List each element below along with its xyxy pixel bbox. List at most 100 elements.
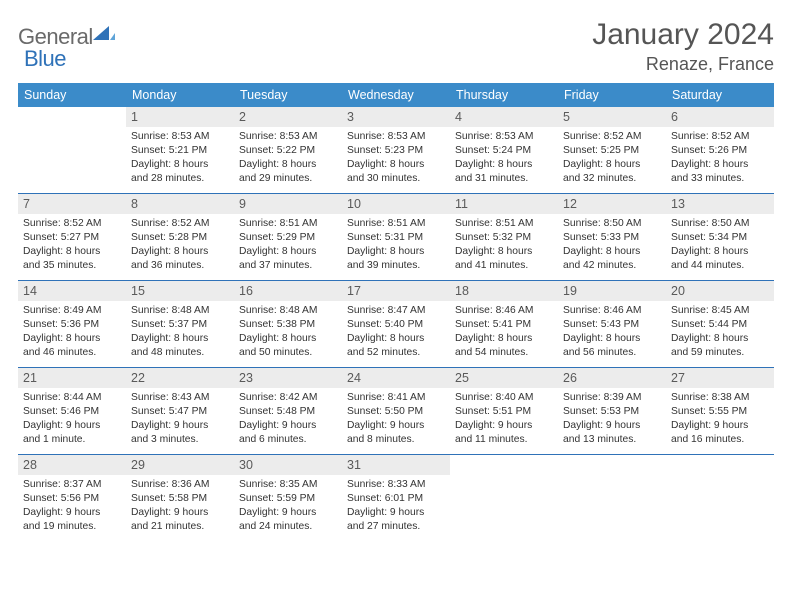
day-info-line: Daylight: 9 hours	[563, 419, 661, 433]
day-number: 2	[234, 107, 342, 127]
day-info-line: Sunrise: 8:33 AM	[347, 478, 445, 492]
calendar: SundayMondayTuesdayWednesdayThursdayFrid…	[18, 83, 774, 541]
day-cell: 3Sunrise: 8:53 AMSunset: 5:23 PMDaylight…	[342, 107, 450, 193]
day-info-line: Daylight: 8 hours	[23, 245, 121, 259]
day-number: 17	[342, 281, 450, 301]
weekday-header-row: SundayMondayTuesdayWednesdayThursdayFrid…	[18, 83, 774, 107]
day-cell: 25Sunrise: 8:40 AMSunset: 5:51 PMDayligh…	[450, 368, 558, 454]
day-info-line: Sunset: 5:33 PM	[563, 231, 661, 245]
day-info: Sunrise: 8:35 AMSunset: 5:59 PMDaylight:…	[234, 478, 342, 534]
day-number: 21	[18, 368, 126, 388]
day-info-line: and 32 minutes.	[563, 172, 661, 186]
day-info-line: Daylight: 9 hours	[131, 506, 229, 520]
day-cell: 12Sunrise: 8:50 AMSunset: 5:33 PMDayligh…	[558, 194, 666, 280]
day-info-line: Daylight: 8 hours	[671, 245, 769, 259]
day-info-line: Sunrise: 8:52 AM	[131, 217, 229, 231]
day-cell: 20Sunrise: 8:45 AMSunset: 5:44 PMDayligh…	[666, 281, 774, 367]
day-info-line: and 35 minutes.	[23, 259, 121, 273]
day-cell: 15Sunrise: 8:48 AMSunset: 5:37 PMDayligh…	[126, 281, 234, 367]
day-info-line: Daylight: 8 hours	[131, 245, 229, 259]
day-info: Sunrise: 8:52 AMSunset: 5:27 PMDaylight:…	[18, 217, 126, 273]
day-info-line: Daylight: 9 hours	[131, 419, 229, 433]
day-info-line: Daylight: 8 hours	[671, 332, 769, 346]
day-cell: 31Sunrise: 8:33 AMSunset: 6:01 PMDayligh…	[342, 455, 450, 541]
day-cell: 5 Sunrise: 8:52 AMSunset: 5:25 PMDaylight…	[558, 107, 666, 193]
day-info-line: Daylight: 9 hours	[347, 506, 445, 520]
day-info-line: Sunrise: 8:49 AM	[23, 304, 121, 318]
day-number: 5	[558, 107, 666, 127]
location-label: Renaze, France	[592, 54, 774, 75]
day-info-line: Sunrise: 8:46 AM	[563, 304, 661, 318]
day-info-line: and 41 minutes.	[455, 259, 553, 273]
day-info-line: and 46 minutes.	[23, 346, 121, 360]
weekday-header: Sunday	[18, 83, 126, 107]
title-block: January 2024 Renaze, France	[592, 18, 774, 75]
day-info-line: Daylight: 8 hours	[347, 245, 445, 259]
day-info-line: and 19 minutes.	[23, 520, 121, 534]
day-info-line: Sunset: 5:46 PM	[23, 405, 121, 419]
day-number: 20	[666, 281, 774, 301]
day-info-line: Daylight: 8 hours	[131, 158, 229, 172]
day-info: Sunrise: 8:52 AMSunset: 5:28 PMDaylight:…	[126, 217, 234, 273]
day-info: Sunrise: 8:48 AMSunset: 5:37 PMDaylight:…	[126, 304, 234, 360]
day-info-line: Sunset: 5:25 PM	[563, 144, 661, 158]
day-number: 4	[450, 107, 558, 127]
day-cell	[558, 455, 666, 541]
day-cell: 14Sunrise: 8:49 AMSunset: 5:36 PMDayligh…	[18, 281, 126, 367]
day-info: Sunrise: 8:51 AMSunset: 5:29 PMDaylight:…	[234, 217, 342, 273]
day-info-line: Daylight: 8 hours	[563, 332, 661, 346]
day-info: Sunrise: 8:36 AMSunset: 5:58 PMDaylight:…	[126, 478, 234, 534]
day-info-line: Sunrise: 8:51 AM	[455, 217, 553, 231]
day-info: Sunrise: 8:38 AMSunset: 5:55 PMDaylight:…	[666, 391, 774, 447]
day-cell: 9Sunrise: 8:51 AMSunset: 5:29 PMDaylight…	[234, 194, 342, 280]
weekday-header: Tuesday	[234, 83, 342, 107]
day-info-line: and 27 minutes.	[347, 520, 445, 534]
day-info-line: Sunrise: 8:43 AM	[131, 391, 229, 405]
day-info: Sunrise: 8:52 AMSunset: 5:25 PMDaylight:…	[558, 130, 666, 186]
day-info: Sunrise: 8:50 AMSunset: 5:33 PMDaylight:…	[558, 217, 666, 273]
day-cell: 29Sunrise: 8:36 AMSunset: 5:58 PMDayligh…	[126, 455, 234, 541]
week-row: 1Sunrise: 8:53 AMSunset: 5:21 PMDaylight…	[18, 107, 774, 194]
day-info-line: Sunrise: 8:52 AM	[671, 130, 769, 144]
day-info-line: Daylight: 8 hours	[23, 332, 121, 346]
day-info-line: Sunset: 5:37 PM	[131, 318, 229, 332]
day-info-line: and 21 minutes.	[131, 520, 229, 534]
day-info-line: Sunrise: 8:46 AM	[455, 304, 553, 318]
day-info-line: Daylight: 9 hours	[455, 419, 553, 433]
day-info-line: and 3 minutes.	[131, 433, 229, 447]
day-info-line: and 52 minutes.	[347, 346, 445, 360]
day-number: 7	[18, 194, 126, 214]
header: General January 2024 Renaze, France	[18, 18, 774, 75]
day-info-line: and 8 minutes.	[347, 433, 445, 447]
day-info-line: Daylight: 9 hours	[23, 419, 121, 433]
day-info-line: and 24 minutes.	[239, 520, 337, 534]
day-info-line: Sunrise: 8:36 AM	[131, 478, 229, 492]
day-info-line: and 16 minutes.	[671, 433, 769, 447]
day-info-line: and 33 minutes.	[671, 172, 769, 186]
week-row: 28Sunrise: 8:37 AMSunset: 5:56 PMDayligh…	[18, 455, 774, 541]
day-info-line: Sunrise: 8:50 AM	[563, 217, 661, 231]
day-info-line: Sunset: 5:28 PM	[131, 231, 229, 245]
weekday-header: Friday	[558, 83, 666, 107]
day-info-line: Sunset: 5:43 PM	[563, 318, 661, 332]
week-row: 14Sunrise: 8:49 AMSunset: 5:36 PMDayligh…	[18, 281, 774, 368]
day-info-line: Daylight: 8 hours	[239, 158, 337, 172]
day-cell: 27Sunrise: 8:38 AMSunset: 5:55 PMDayligh…	[666, 368, 774, 454]
weekday-header: Saturday	[666, 83, 774, 107]
day-info: Sunrise: 8:53 AMSunset: 5:24 PMDaylight:…	[450, 130, 558, 186]
day-cell: 16Sunrise: 8:48 AMSunset: 5:38 PMDayligh…	[234, 281, 342, 367]
day-number: 23	[234, 368, 342, 388]
month-title: January 2024	[592, 18, 774, 52]
day-info: Sunrise: 8:51 AMSunset: 5:32 PMDaylight:…	[450, 217, 558, 273]
day-cell: 1Sunrise: 8:53 AMSunset: 5:21 PMDaylight…	[126, 107, 234, 193]
day-info-line: and 48 minutes.	[131, 346, 229, 360]
day-number: 3	[342, 107, 450, 127]
day-info-line: Daylight: 9 hours	[347, 419, 445, 433]
day-info: Sunrise: 8:42 AMSunset: 5:48 PMDaylight:…	[234, 391, 342, 447]
day-info-line: Sunrise: 8:53 AM	[347, 130, 445, 144]
day-info-line: Sunset: 5:58 PM	[131, 492, 229, 506]
day-info-line: and 39 minutes.	[347, 259, 445, 273]
day-info-line: and 11 minutes.	[455, 433, 553, 447]
day-cell: 26Sunrise: 8:39 AMSunset: 5:53 PMDayligh…	[558, 368, 666, 454]
day-info-line: Sunset: 5:32 PM	[455, 231, 553, 245]
